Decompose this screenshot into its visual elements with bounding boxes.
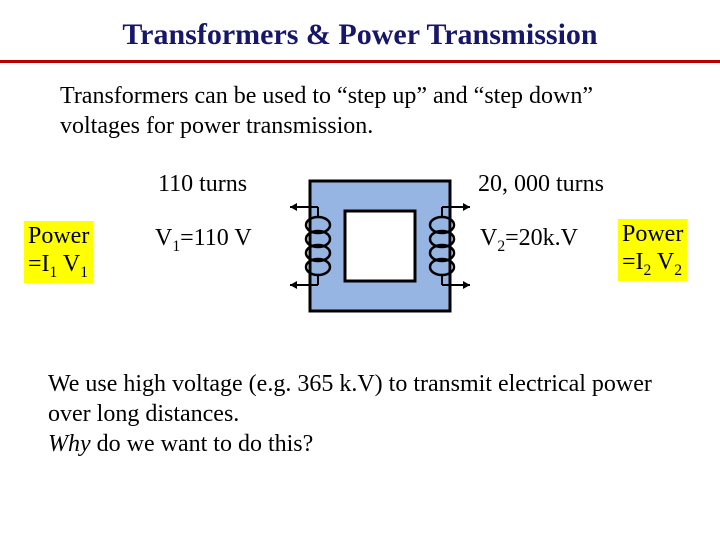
- power-left-box: Power =I1 V1: [24, 221, 93, 283]
- v2-label: V2=20k.V: [480, 225, 578, 256]
- intro-text: Transformers can be used to “step up” an…: [0, 63, 720, 141]
- outro-line1: We use high voltage (e.g. 365 k.V) to tr…: [48, 371, 652, 427]
- slide-title: Transformers & Power Transmission: [0, 0, 720, 60]
- power-left-eq: =I1 V1: [28, 251, 88, 277]
- outro-why: Why: [48, 431, 91, 457]
- transformer-core-svg: [280, 171, 480, 341]
- power-right-line1: Power: [622, 221, 683, 247]
- outro-text: We use high voltage (e.g. 365 k.V) to tr…: [0, 351, 720, 459]
- power-right-box: Power =I2 V2: [618, 219, 687, 281]
- v1-label: V1=110 V: [155, 225, 252, 256]
- power-right-eq: =I2 V2: [622, 249, 682, 275]
- outro-rest: do we want to do this?: [91, 431, 314, 457]
- power-left-line1: Power: [28, 223, 89, 249]
- primary-turns-label: 110 turns: [158, 171, 247, 198]
- transformer-diagram: 110 turns 20, 000 turns Power =I1 V1 V1=…: [0, 151, 720, 351]
- secondary-turns-label: 20, 000 turns: [478, 171, 604, 198]
